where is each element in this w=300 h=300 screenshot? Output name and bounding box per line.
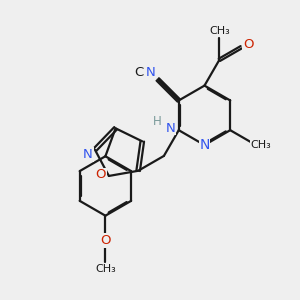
Text: CH₃: CH₃: [251, 140, 272, 150]
Text: O: O: [96, 169, 106, 182]
Text: CH₃: CH₃: [209, 26, 230, 36]
Text: C: C: [134, 66, 143, 79]
Text: N: N: [199, 138, 210, 152]
Text: O: O: [100, 234, 111, 247]
Text: N: N: [166, 122, 176, 135]
Text: O: O: [243, 38, 254, 51]
Text: N: N: [83, 148, 93, 161]
Text: CH₃: CH₃: [95, 264, 116, 274]
Text: N: N: [146, 66, 156, 79]
Text: H: H: [153, 115, 161, 128]
